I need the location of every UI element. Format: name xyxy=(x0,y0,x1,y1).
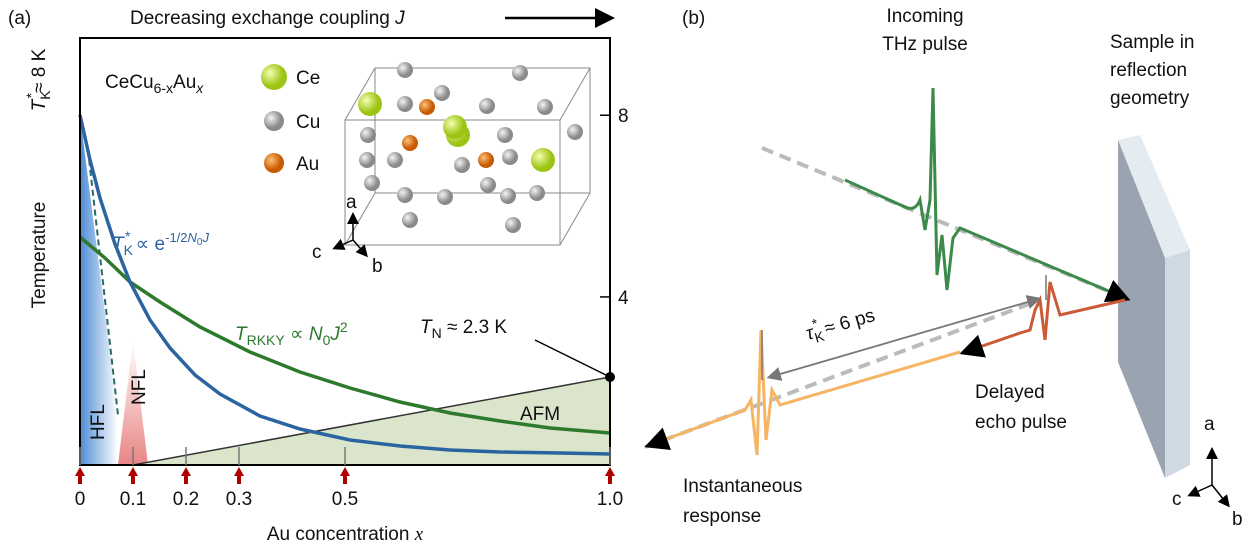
region-label: HFL xyxy=(88,404,109,440)
legend-label: Cu xyxy=(296,112,320,133)
label: response xyxy=(683,506,761,527)
text: CeCu xyxy=(105,72,154,93)
label: Delayed xyxy=(975,382,1045,403)
text: 2 xyxy=(340,319,348,335)
leader-line xyxy=(534,339,611,378)
text: T xyxy=(235,324,248,345)
text: T xyxy=(29,98,50,111)
crystal-box xyxy=(344,67,591,246)
label: THz pulse xyxy=(882,34,968,55)
text: ≈ 2.3 K xyxy=(442,317,508,338)
text: -1/2 xyxy=(165,230,187,245)
y-tick-label: 8 xyxy=(618,106,629,127)
text: x xyxy=(414,524,424,545)
text: ∝ xyxy=(285,324,309,345)
tk-label: TK*≈ 8 K xyxy=(23,48,53,111)
tk-formula: TK* ∝ e-1/2N0J xyxy=(112,228,209,258)
red-arrow xyxy=(340,467,350,484)
delay-arrow xyxy=(766,295,1042,381)
sample-top xyxy=(1118,135,1190,258)
text: x xyxy=(195,80,204,96)
text: 6-x xyxy=(154,80,173,96)
text: RKKY xyxy=(247,332,286,348)
label: echo pulse xyxy=(975,412,1067,433)
x-tick-label: 0.3 xyxy=(226,489,252,510)
text: ≈ 6 ps xyxy=(817,305,877,341)
crystal-atoms xyxy=(358,62,583,233)
text: Decreasing exchange coupling xyxy=(130,8,395,29)
cu-atom xyxy=(264,111,284,131)
y-tick-label: 4 xyxy=(618,288,629,309)
ticks: 0 0.1 0.2 0.3 0.5 1.0 4 8 xyxy=(75,106,629,510)
instant-pulse xyxy=(644,329,961,456)
region-label: NFL xyxy=(129,369,150,405)
tn-label: TN ≈ 2.3 K xyxy=(420,317,507,341)
delay-label: τK* ≈ 6 ps xyxy=(802,299,878,347)
text: * xyxy=(125,228,131,244)
x-tick-label: 1.0 xyxy=(597,489,623,510)
text: 0 xyxy=(323,332,331,348)
axis-letter: a xyxy=(1204,414,1215,435)
red-arrow xyxy=(605,467,615,484)
axis-letter: c xyxy=(312,242,322,263)
dashed-line xyxy=(87,149,119,416)
text: N xyxy=(309,324,323,345)
tn-point xyxy=(605,372,615,382)
x-tick-label: 0.5 xyxy=(332,489,358,510)
text: T xyxy=(420,317,433,338)
text: * xyxy=(810,315,820,332)
axis-letter: c xyxy=(1172,489,1182,510)
legend-label: Au xyxy=(296,154,319,175)
text: J xyxy=(201,230,209,245)
trkky-formula: TRKKY ∝ N0J2 xyxy=(235,319,348,348)
text: Au concentration xyxy=(267,524,415,545)
axis-letter: a xyxy=(346,192,357,213)
sample-side xyxy=(1165,250,1190,478)
text: N xyxy=(188,230,198,245)
text: J xyxy=(329,324,340,345)
x-tick-label: 0 xyxy=(75,489,86,510)
incoming-pulse xyxy=(844,87,1131,303)
text: ∝ e xyxy=(130,234,165,255)
label: Incoming xyxy=(886,6,963,27)
label: Sample in xyxy=(1110,32,1195,53)
tk-curve xyxy=(78,114,611,456)
axis-letter: b xyxy=(372,256,383,277)
panel-label: (b) xyxy=(682,8,705,29)
text: K xyxy=(37,90,53,100)
red-arrow xyxy=(181,467,191,484)
legend-label: Ce xyxy=(296,68,320,89)
red-arrow xyxy=(234,467,244,484)
text: 0 xyxy=(197,237,203,248)
panel-label: (a) xyxy=(8,8,31,29)
red-arrow xyxy=(128,467,138,484)
sample-axes xyxy=(1187,447,1230,508)
red-arrow xyxy=(75,467,85,484)
label: geometry xyxy=(1110,88,1190,109)
formula: CeCu6-xAux xyxy=(105,72,204,96)
y-axis-title: Temperature xyxy=(29,202,50,309)
text: J xyxy=(394,8,405,29)
text: N xyxy=(432,325,442,341)
sample-face xyxy=(1118,140,1165,478)
au-atom xyxy=(264,153,284,173)
text: T xyxy=(112,234,125,255)
label: Instantaneous xyxy=(683,476,802,497)
region-label: AFM xyxy=(520,404,560,425)
ce-atom xyxy=(261,64,287,90)
crystal-axes xyxy=(332,212,368,258)
hfl-region xyxy=(80,115,118,465)
text: K xyxy=(124,242,134,258)
text: * xyxy=(23,92,39,98)
x-tick-label: 0.2 xyxy=(173,489,199,510)
x-tick-label: 0.1 xyxy=(120,489,146,510)
x-axis-title: Au concentration x xyxy=(267,524,424,545)
nfl-region xyxy=(118,340,148,465)
text: ≈ 8 K xyxy=(29,48,50,93)
top-axis-title: Decreasing exchange coupling J xyxy=(130,8,405,29)
label: reflection xyxy=(1110,60,1187,81)
text: Au xyxy=(173,72,196,93)
axis-letter: b xyxy=(1232,509,1243,530)
